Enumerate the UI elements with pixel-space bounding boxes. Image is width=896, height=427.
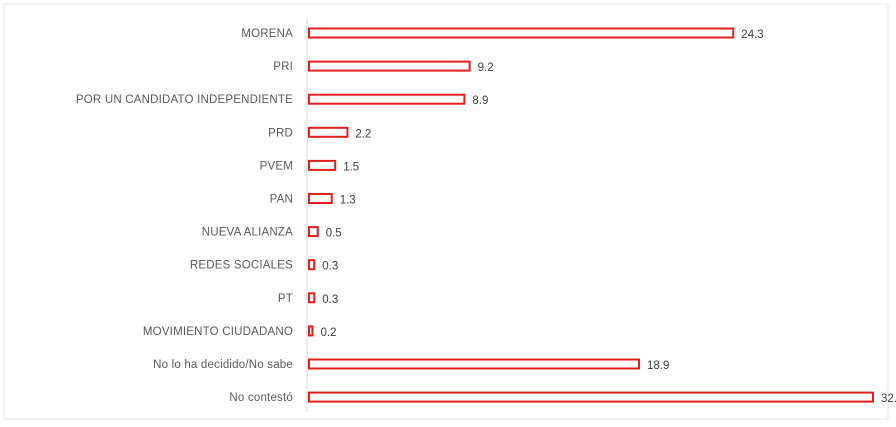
bar xyxy=(308,325,314,337)
category-label: PAN xyxy=(270,194,293,206)
category-label: PRI xyxy=(273,61,293,73)
bar-value-label: 2.2 xyxy=(355,128,371,140)
category-label: PVEM xyxy=(260,160,293,172)
bar xyxy=(308,193,333,204)
bar xyxy=(308,259,316,271)
bar-value-label: 0.3 xyxy=(322,261,338,273)
bar-value-label: 0.3 xyxy=(322,294,338,306)
bar xyxy=(308,126,349,138)
bar-series xyxy=(308,27,874,403)
bar-value-label: 1.5 xyxy=(343,161,359,173)
category-label: MOVIMIENTO CIUDADANO xyxy=(143,326,293,338)
bar-value-label: 0.2 xyxy=(320,327,336,339)
bar xyxy=(308,60,471,72)
category-labels: MORENA PRI POR UN CANDIDATO INDEPENDIENTE P… xyxy=(76,28,293,404)
bar-value-label: 8.9 xyxy=(472,95,488,107)
bar-value-label: 0.5 xyxy=(326,228,342,240)
bar xyxy=(308,159,337,171)
bar xyxy=(308,358,641,370)
category-label: POR UN CANDIDATO INDEPENDIENTE xyxy=(76,94,293,106)
bar xyxy=(308,226,319,238)
category-label: PT xyxy=(278,293,293,305)
category-label: No lo ha decidido/No sabe xyxy=(153,359,293,371)
data-labels: 24.3 9.2 8.9 2.2 1.5 1.3 0.5 0.3 0.3 0.2 18.9 32.3 xyxy=(320,29,896,405)
bar-value-label: 18.9 xyxy=(647,360,669,372)
category-label: REDES SOCIALES xyxy=(190,260,293,272)
bar xyxy=(308,27,735,39)
bar xyxy=(308,93,466,105)
category-label: PRD xyxy=(268,127,293,139)
category-label: No contestó xyxy=(229,392,293,404)
category-label: MORENA xyxy=(241,28,293,40)
bar-value-label: 1.3 xyxy=(340,195,356,207)
category-label: NUEVA ALIANZA xyxy=(202,227,293,239)
bar-value-label: 24.3 xyxy=(741,29,763,41)
bar xyxy=(308,292,316,304)
bar xyxy=(308,391,874,403)
bar-value-label: 32.3 xyxy=(881,393,896,405)
bar-value-label: 9.2 xyxy=(478,62,494,74)
chart-frame xyxy=(3,3,889,420)
